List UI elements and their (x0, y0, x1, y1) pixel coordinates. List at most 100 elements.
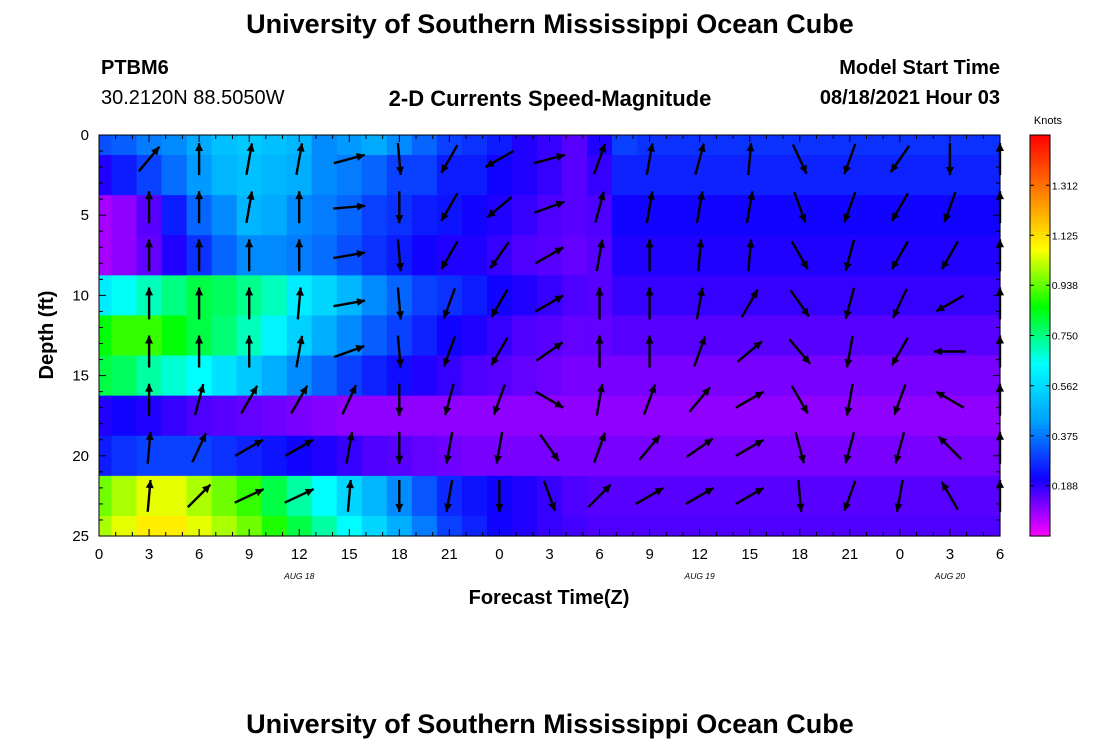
vector-head (198, 433, 207, 443)
x-tick-label: 15 (741, 546, 758, 563)
heatmap-cell (99, 315, 113, 357)
colorbar-segment (1030, 352, 1050, 357)
vector-head (485, 159, 495, 168)
current-vector (440, 144, 459, 174)
heatmap-cell (562, 355, 588, 397)
heatmap-cell (737, 355, 763, 397)
heatmap-cell (862, 315, 888, 357)
heatmap-cell (862, 475, 888, 517)
current-vector (396, 142, 405, 176)
heatmap-cell (762, 235, 788, 276)
model-start-label: Model Start Time (839, 57, 1000, 79)
vector-head (444, 454, 452, 464)
current-vector (137, 146, 161, 173)
heatmap-cell (361, 475, 388, 517)
heatmap-cell (261, 235, 288, 276)
colorbar-segment (1030, 238, 1050, 243)
current-vector (535, 390, 564, 409)
heatmap-cell (762, 275, 788, 317)
vector-head (893, 405, 901, 415)
heatmap-cell (912, 275, 939, 317)
current-vector (333, 249, 366, 260)
vector-head (245, 335, 254, 344)
vector-head (246, 191, 255, 200)
date-label: AUG 19 (684, 571, 716, 581)
x-tick-label: 0 (495, 546, 503, 563)
current-vector (494, 431, 504, 464)
station-coords: 30.2120N 88.5050W (101, 87, 285, 109)
current-vector (333, 202, 366, 211)
heatmap-cell (862, 355, 888, 397)
colorbar-segment (1030, 141, 1050, 146)
heatmap-cell (511, 155, 538, 196)
current-vector (645, 335, 654, 368)
vector-head (891, 260, 900, 270)
colorbar-segment (1030, 298, 1050, 303)
heatmap-cell (99, 515, 113, 537)
colorbar-segment (1030, 452, 1050, 457)
colorbar-segment (1030, 225, 1050, 230)
x-tick-label: 6 (195, 546, 203, 563)
colorbar-segment (1030, 525, 1050, 530)
heatmap-cell (111, 435, 138, 477)
heatmap-cell (887, 275, 914, 317)
x-tick-label: 6 (595, 546, 603, 563)
heatmap-cell (837, 435, 863, 477)
vector-head (201, 484, 211, 494)
heatmap-cell (486, 275, 513, 317)
current-vector (396, 335, 405, 368)
vector-head (195, 239, 204, 248)
vector-head (800, 260, 808, 270)
colorbar-segment (1030, 375, 1050, 380)
heatmap-cell (587, 155, 613, 196)
heatmap-cell (662, 275, 688, 317)
vector-head (491, 308, 499, 318)
vector-head (891, 356, 900, 366)
colorbar-segment (1030, 499, 1050, 504)
heatmap-cell (161, 275, 188, 317)
heatmap-cell (461, 515, 488, 537)
current-vector (245, 287, 254, 320)
colorbar-segment (1030, 178, 1050, 183)
heatmap-cell (712, 235, 738, 276)
current-vector (694, 143, 706, 175)
current-vector (844, 383, 854, 416)
colorbar-segment (1030, 272, 1050, 276)
current-vector (740, 288, 759, 318)
heatmap-cell (837, 155, 863, 196)
colorbar-segment (1030, 228, 1050, 233)
heatmap-cell (99, 135, 113, 156)
vector-head (597, 383, 605, 393)
heatmap-cell (987, 235, 1001, 276)
vector-head (598, 432, 607, 442)
current-vector (843, 143, 857, 175)
current-vector (696, 239, 705, 272)
current-vector (595, 335, 604, 368)
heatmap-cell (286, 515, 313, 537)
heatmap-cell (411, 195, 438, 236)
heatmap-cell (762, 395, 788, 437)
current-vector (295, 143, 305, 176)
colorbar-segment (1030, 268, 1050, 273)
colorbar-segment (1030, 495, 1050, 500)
heatmap-cell (812, 235, 838, 276)
current-vector (890, 192, 909, 222)
heatmap-cell (436, 155, 463, 196)
colorbar-segment (1030, 181, 1050, 186)
heatmap-cell (812, 475, 838, 517)
current-vector (535, 246, 564, 265)
vector-head (698, 336, 707, 346)
colorbar-segment (1030, 489, 1050, 494)
heatmap-cell (536, 135, 563, 156)
heatmap-cell (111, 355, 138, 397)
current-vectors (137, 142, 1004, 512)
heatmap-cell (662, 395, 688, 437)
colorbar-segment (1030, 442, 1050, 447)
heatmap-cell (336, 515, 363, 537)
colorbar-segment (1030, 201, 1050, 206)
heatmap-cell (311, 135, 338, 156)
x-tick-label: 3 (145, 546, 153, 563)
colorbar-segment (1030, 335, 1050, 340)
current-vector (490, 288, 509, 318)
heatmap-cell (612, 515, 638, 537)
